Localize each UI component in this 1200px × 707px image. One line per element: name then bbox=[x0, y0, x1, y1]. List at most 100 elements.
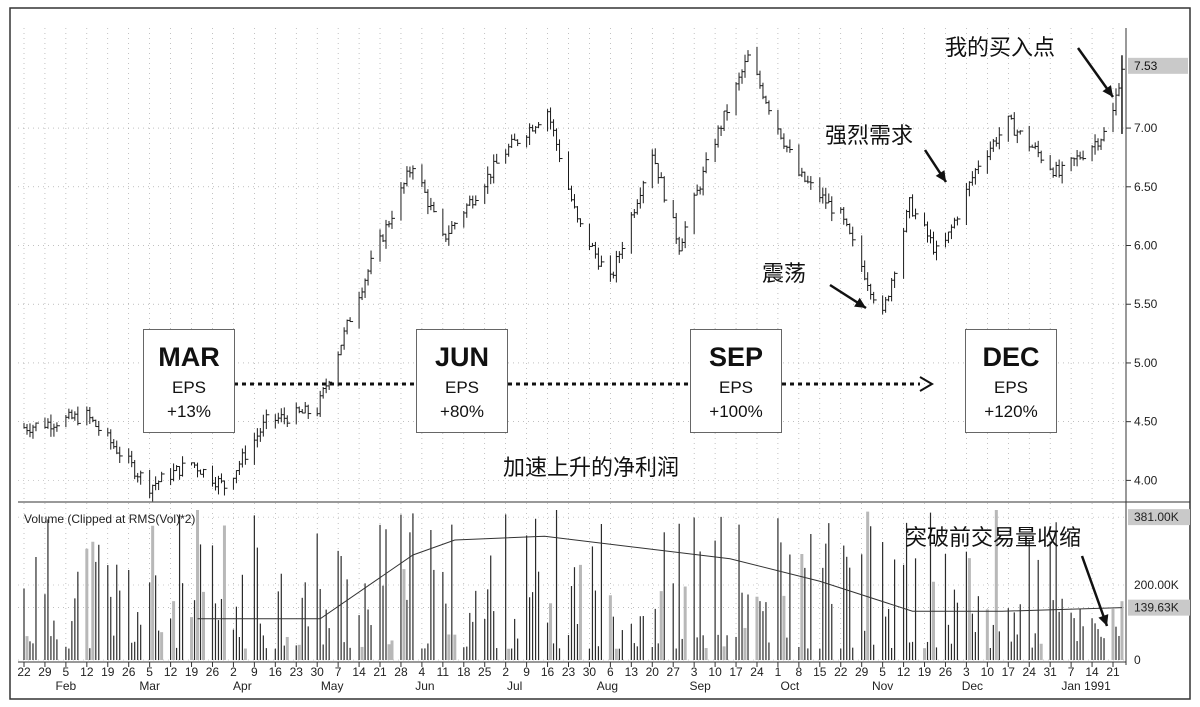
volume-tick-label: 200.00K bbox=[1134, 578, 1179, 592]
x-tick-label: 19 bbox=[185, 665, 199, 679]
x-tick-label: 28 bbox=[394, 665, 408, 679]
quarter-name: DEC bbox=[982, 342, 1040, 372]
x-tick-label: 29 bbox=[38, 665, 52, 679]
quarter-eps-label: EPS bbox=[718, 378, 754, 397]
quarter-eps-change: +13% bbox=[167, 402, 211, 421]
x-tick-label: 17 bbox=[729, 665, 743, 679]
annotation-volume-dryup: 突破前交易量收缩 bbox=[905, 526, 1082, 551]
annotation-accelerating-earnings: 加速上升的净利润 bbox=[503, 456, 680, 481]
quarter-name: MAR bbox=[158, 342, 220, 372]
x-month-label: Jan 1991 bbox=[1061, 679, 1111, 693]
quarter-eps-label: EPS bbox=[993, 378, 1029, 397]
x-tick-label: 26 bbox=[939, 665, 953, 679]
x-tick-label: 24 bbox=[1023, 665, 1037, 679]
x-month-label: Mar bbox=[139, 679, 160, 693]
quarter-box-jun: JUN EPS +80% bbox=[416, 329, 508, 433]
volume-value-box bbox=[1128, 599, 1190, 616]
x-month-label: Jun bbox=[415, 679, 434, 693]
x-tick-label: 29 bbox=[855, 665, 869, 679]
x-month-label: Feb bbox=[56, 679, 77, 693]
x-month-label: Jul bbox=[507, 679, 522, 693]
x-tick-label: 12 bbox=[80, 665, 94, 679]
x-tick-label: 2 bbox=[230, 665, 237, 679]
x-tick-label: 10 bbox=[981, 665, 995, 679]
x-month-label: May bbox=[321, 679, 344, 693]
quarter-eps-label: EPS bbox=[444, 378, 480, 397]
quarter-box-sep: SEP EPS +100% bbox=[690, 329, 782, 433]
x-tick-label: 23 bbox=[562, 665, 576, 679]
quarter-name: SEP bbox=[708, 342, 764, 372]
x-month-label: Dec bbox=[962, 679, 983, 693]
x-tick-label: 26 bbox=[206, 665, 220, 679]
x-tick-label: 16 bbox=[269, 665, 283, 679]
x-tick-label: 16 bbox=[541, 665, 555, 679]
y-tick-label: 5.00 bbox=[1134, 356, 1158, 370]
y-tick-label: 6.00 bbox=[1134, 239, 1158, 253]
x-tick-label: 20 bbox=[646, 665, 660, 679]
y-tick-label: 7.00 bbox=[1134, 121, 1158, 135]
x-tick-label: 7 bbox=[335, 665, 342, 679]
x-tick-label: 9 bbox=[251, 665, 258, 679]
buy-point-arrow-head bbox=[1102, 85, 1113, 97]
y-tick-label: 4.00 bbox=[1134, 473, 1158, 487]
x-tick-label: 17 bbox=[1002, 665, 1016, 679]
x-tick-label: 5 bbox=[146, 665, 153, 679]
quarter-eps-change: +100% bbox=[709, 402, 763, 421]
eps-connector-arrowhead bbox=[919, 376, 934, 392]
x-tick-label: 30 bbox=[583, 665, 597, 679]
shakeout-arrow-head bbox=[854, 297, 866, 308]
annotation-buy-point: 我的买入点 bbox=[945, 36, 1056, 61]
volume-tick-label: 381.00K bbox=[1134, 510, 1179, 524]
x-tick-label: 8 bbox=[796, 665, 803, 679]
x-tick-label: 19 bbox=[918, 665, 932, 679]
x-tick-label: 3 bbox=[691, 665, 698, 679]
volume-tick-label: 139.63K bbox=[1134, 601, 1179, 615]
x-tick-label: 30 bbox=[311, 665, 325, 679]
x-tick-label: 26 bbox=[122, 665, 136, 679]
x-tick-label: 14 bbox=[1085, 665, 1099, 679]
y-tick-label: 6.50 bbox=[1134, 180, 1158, 194]
x-tick-label: 27 bbox=[667, 665, 681, 679]
x-tick-label: 2 bbox=[502, 665, 509, 679]
last-price-box bbox=[1128, 57, 1188, 74]
y-tick-label: 4.50 bbox=[1134, 415, 1158, 429]
x-month-label: Sep bbox=[689, 679, 711, 693]
x-tick-label: 31 bbox=[1043, 665, 1057, 679]
x-tick-label: 25 bbox=[478, 665, 492, 679]
x-tick-label: 21 bbox=[373, 665, 387, 679]
volume-moving-average-line bbox=[197, 535, 1122, 620]
x-tick-label: 5 bbox=[63, 665, 70, 679]
x-tick-label: 15 bbox=[813, 665, 827, 679]
x-tick-label: 3 bbox=[963, 665, 970, 679]
x-tick-label: 24 bbox=[750, 665, 764, 679]
x-tick-label: 14 bbox=[352, 665, 366, 679]
x-tick-label: 1 bbox=[775, 665, 782, 679]
x-month-label: Aug bbox=[597, 679, 618, 693]
quarter-box-mar: MAR EPS +13% bbox=[143, 329, 235, 433]
x-tick-label: 13 bbox=[625, 665, 639, 679]
x-tick-label: 22 bbox=[17, 665, 31, 679]
volume-dryup-arrow bbox=[1080, 555, 1109, 627]
x-tick-label: 9 bbox=[523, 665, 530, 679]
x-tick-label: 4 bbox=[419, 665, 426, 679]
volume-panel-title: Volume (Clipped at RMS(Vol)*2) bbox=[24, 512, 196, 526]
x-month-label: Apr bbox=[233, 679, 252, 693]
quarter-eps-label: EPS bbox=[171, 378, 207, 397]
x-tick-label: 18 bbox=[457, 665, 471, 679]
x-tick-label: 10 bbox=[708, 665, 722, 679]
last-price-label: 7.53 bbox=[1134, 59, 1158, 73]
x-tick-label: 19 bbox=[101, 665, 115, 679]
x-tick-label: 12 bbox=[897, 665, 911, 679]
x-tick-label: 5 bbox=[879, 665, 886, 679]
x-month-label: Nov bbox=[872, 679, 893, 693]
volume-dryup-arrow-head bbox=[1098, 614, 1109, 626]
x-tick-label: 21 bbox=[1106, 665, 1120, 679]
quarter-eps-change: +120% bbox=[984, 402, 1038, 421]
x-tick-label: 11 bbox=[437, 665, 450, 679]
x-tick-label: 12 bbox=[164, 665, 178, 679]
annotation-strong-demand: 强烈需求 bbox=[825, 124, 914, 149]
x-month-label: Oct bbox=[781, 679, 800, 693]
x-tick-label: 7 bbox=[1068, 665, 1075, 679]
